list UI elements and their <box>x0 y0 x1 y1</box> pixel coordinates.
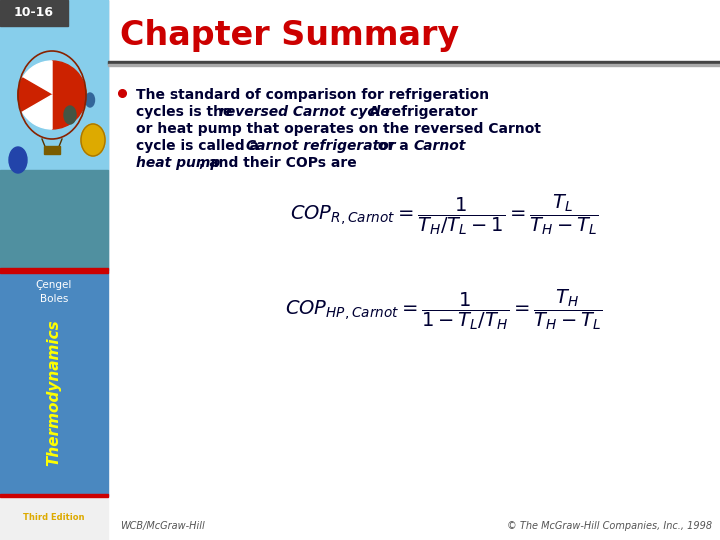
Text: $\mathit{COP}_{HP,\mathit{Carnot}}$$ = \dfrac{1}{1 - T_L / T_H} = \dfrac{T_H}{T_: $\mathit{COP}_{HP,\mathit{Carnot}}$$ = \… <box>285 288 603 332</box>
Wedge shape <box>22 61 52 95</box>
Wedge shape <box>18 78 52 112</box>
Text: Çengel: Çengel <box>36 280 72 290</box>
Bar <box>0 270 108 496</box>
Wedge shape <box>22 95 52 129</box>
Text: cycles is the: cycles is the <box>136 105 238 119</box>
Bar <box>0 494 108 497</box>
Text: , and their COPs are: , and their COPs are <box>199 156 356 170</box>
Text: heat pump: heat pump <box>136 156 220 170</box>
Bar <box>108 61 720 64</box>
Wedge shape <box>52 95 86 129</box>
Bar <box>0 0 108 170</box>
Text: Boles: Boles <box>40 294 68 304</box>
Bar <box>108 64 720 66</box>
Text: WCB/McGraw-Hill: WCB/McGraw-Hill <box>120 521 204 531</box>
Text: 10-16: 10-16 <box>14 6 54 19</box>
Text: Carnot refrigerator: Carnot refrigerator <box>246 139 395 153</box>
Text: $\mathit{COP}_{R,\mathit{Carnot}}$$ = \dfrac{1}{T_H / T_L - 1} = \dfrac{T_L}{T_H: $\mathit{COP}_{R,\mathit{Carnot}}$$ = \d… <box>290 193 598 238</box>
Bar <box>0 170 108 270</box>
Bar <box>0 496 108 540</box>
Text: cycle is called a: cycle is called a <box>136 139 264 153</box>
Bar <box>44 146 60 154</box>
Text: or heat pump that operates on the reversed Carnot: or heat pump that operates on the revers… <box>136 122 541 136</box>
Text: Carnot: Carnot <box>413 139 465 153</box>
Ellipse shape <box>86 93 94 107</box>
Bar <box>108 0 720 540</box>
Bar <box>0 268 108 273</box>
Bar <box>0 0 108 270</box>
Wedge shape <box>52 61 86 95</box>
Text: . A refrigerator: . A refrigerator <box>359 105 477 119</box>
Text: reversed Carnot cycle: reversed Carnot cycle <box>219 105 390 119</box>
Text: Thermodynamics: Thermodynamics <box>47 320 61 467</box>
Text: Third Edition: Third Edition <box>23 514 85 523</box>
Ellipse shape <box>81 124 105 156</box>
Text: Chapter Summary: Chapter Summary <box>120 18 459 51</box>
Text: The standard of comparison for refrigeration: The standard of comparison for refrigera… <box>136 88 489 102</box>
Ellipse shape <box>64 106 76 124</box>
Text: © The McGraw-Hill Companies, Inc., 1998: © The McGraw-Hill Companies, Inc., 1998 <box>507 521 712 531</box>
Ellipse shape <box>9 147 27 173</box>
Bar <box>0 0 68 26</box>
Text: or a: or a <box>373 139 413 153</box>
